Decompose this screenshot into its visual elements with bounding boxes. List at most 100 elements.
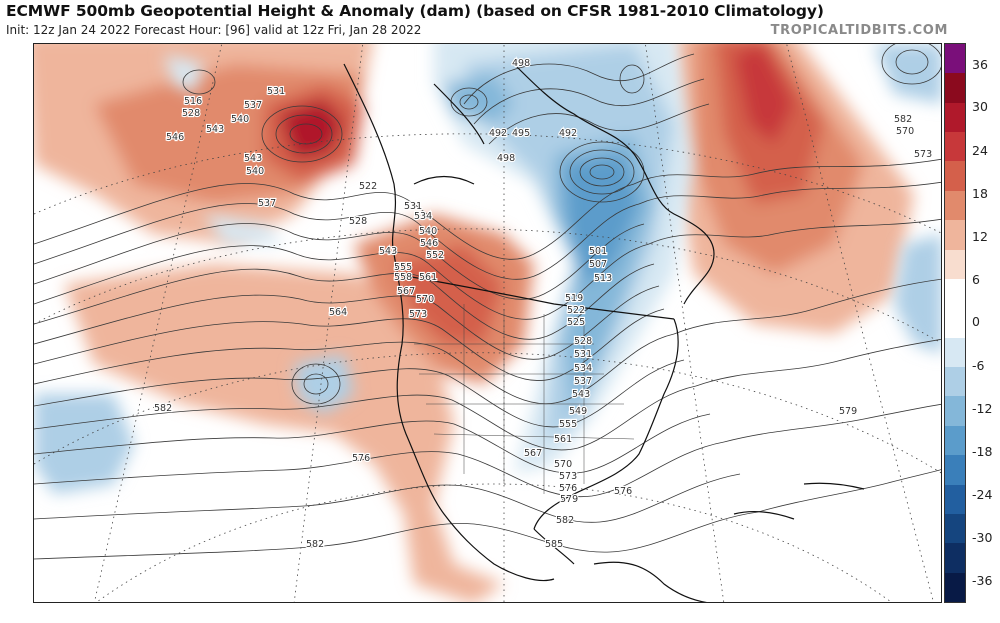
colorbar-segment — [945, 455, 965, 486]
contour-label: 534 — [574, 363, 592, 374]
contour-label: 537 — [258, 198, 276, 209]
contour-label: 582 — [894, 114, 912, 125]
colorbar-segment — [945, 278, 965, 309]
contour-label: 528 — [574, 336, 592, 347]
map-subtitle: Init: 12z Jan 24 2022 Forecast Hour: [96… — [6, 23, 422, 37]
colorbar-tick-label: 12 — [972, 229, 988, 244]
colorbar-segment — [945, 308, 965, 339]
contour-label: 579 — [839, 406, 857, 417]
contour-label: 570 — [896, 126, 914, 137]
colorbar-segment — [945, 425, 965, 456]
contour-label: 567 — [524, 448, 542, 459]
contour-label: 555 — [559, 419, 577, 430]
positive-anomaly-shading — [34, 44, 914, 602]
contour-label: 540 — [231, 114, 249, 125]
contour-label: 555 — [394, 262, 412, 273]
contour-label: 585 — [545, 539, 563, 550]
colorbar-segment — [945, 161, 965, 192]
colorbar-segment — [945, 572, 965, 603]
brand-watermark: TROPICALTIDBITS.COM — [770, 23, 948, 38]
graticule-lines — [34, 44, 941, 602]
colorbar-segment — [945, 543, 965, 574]
colorbar-segment — [945, 249, 965, 280]
contour-label: 543 — [572, 389, 590, 400]
contour-label: 573 — [914, 149, 932, 160]
contour-label: 537 — [244, 100, 262, 111]
colorbar-tick-label: -12 — [972, 401, 993, 416]
colorbar-segment — [945, 44, 965, 74]
contour-label: 516 — [184, 96, 202, 107]
colorbar-tick-label: 18 — [972, 186, 988, 201]
contour-label: 564 — [329, 307, 347, 318]
contour-label: 492 — [559, 128, 577, 139]
contour-label: 576 — [614, 486, 632, 497]
anomaly-colorbar — [944, 43, 966, 603]
contour-label: 558 — [394, 272, 412, 283]
colorbar-segment — [945, 396, 965, 427]
colorbar-segment — [945, 337, 965, 368]
colorbar-tick-label: -36 — [972, 573, 993, 588]
contour-label: 528 — [349, 216, 367, 227]
contour-label: 492 — [489, 128, 507, 139]
contour-label: 561 — [554, 434, 572, 445]
contour-label: 522 — [359, 181, 377, 192]
contour-label: 531 — [267, 86, 285, 97]
height-contours — [34, 44, 941, 560]
contour-label: 522 — [567, 305, 585, 316]
contour-label: 528 — [182, 108, 200, 119]
colorbar-segment — [945, 220, 965, 251]
colorbar-tick-label: 24 — [972, 143, 988, 158]
contour-label: 543 — [379, 246, 397, 257]
contour-label: 582 — [556, 515, 574, 526]
contour-label: 534 — [414, 211, 432, 222]
contour-label: 573 — [409, 309, 427, 320]
contour-label: 567 — [397, 286, 415, 297]
colorbar-tick-label: -6 — [972, 358, 985, 373]
colorbar-segment — [945, 513, 965, 544]
contour-label: 570 — [554, 459, 572, 470]
colorbar-segment — [945, 73, 965, 104]
colorbar-tick-label: -24 — [972, 487, 993, 502]
contour-label: 495 — [512, 128, 530, 139]
contour-label: 582 — [154, 403, 172, 414]
colorbar-segment — [945, 190, 965, 221]
contour-label: 573 — [559, 471, 577, 482]
state-borders — [414, 304, 635, 494]
contour-label: 549 — [569, 406, 587, 417]
coastlines — [343, 63, 865, 602]
contour-label: 546 — [166, 132, 184, 143]
colorbar-tick-label: 6 — [972, 272, 980, 287]
contour-label: 543 — [244, 153, 262, 164]
contour-label: 540 — [419, 226, 437, 237]
contour-label: 576 — [352, 453, 370, 464]
colorbar-segment — [945, 102, 965, 133]
contour-label: 543 — [206, 124, 224, 135]
contour-label: 552 — [426, 250, 444, 261]
colorbar-segment — [945, 132, 965, 162]
contour-label: 525 — [567, 317, 585, 328]
contour-label: 498 — [497, 153, 515, 164]
contour-label: 579 — [560, 494, 578, 505]
contour-label: 501 — [589, 246, 607, 257]
contour-label: 498 — [512, 58, 530, 69]
contour-label: 519 — [565, 293, 583, 304]
contour-label: 570 — [416, 294, 434, 305]
contour-label: 513 — [594, 273, 612, 284]
contour-label: 531 — [404, 201, 422, 212]
colorbar-tick-label: 0 — [972, 314, 980, 329]
contour-label: 561 — [419, 272, 437, 283]
map-title: ECMWF 500mb Geopotential Height & Anomal… — [6, 2, 824, 20]
colorbar-tick-label: 30 — [972, 99, 988, 114]
colorbar-segment — [945, 484, 965, 515]
contour-label: 540 — [246, 166, 264, 177]
contour-label: 507 — [589, 259, 607, 270]
colorbar-tick-label: 36 — [972, 57, 988, 72]
colorbar-tick-label: -30 — [972, 530, 993, 545]
contour-label: 537 — [574, 376, 592, 387]
colorbar-segment — [945, 367, 965, 397]
contour-label: 576 — [559, 483, 577, 494]
negative-anomaly-shading — [34, 44, 941, 494]
contour-label: 531 — [574, 349, 592, 360]
